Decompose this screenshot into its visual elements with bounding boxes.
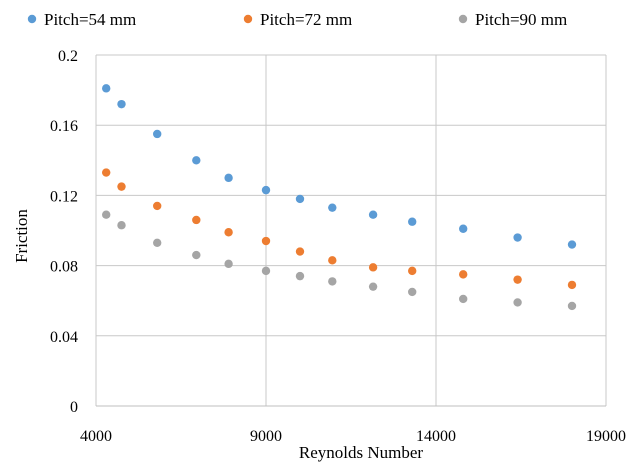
data-point	[261, 236, 271, 246]
data-point	[117, 182, 126, 191]
data-point	[567, 280, 577, 290]
data-point	[153, 201, 162, 211]
data-point	[513, 298, 522, 307]
x-tick-label: 19000	[586, 428, 626, 445]
x-tick-label: 14000	[416, 428, 456, 445]
legend-label: Pitch=72 mm	[260, 10, 352, 29]
y-axis-title: Friction	[12, 209, 31, 263]
y-tick-label: 0.12	[50, 188, 78, 205]
data-point	[102, 210, 111, 219]
data-point	[368, 282, 378, 291]
x-tick-label: 4000	[80, 428, 112, 445]
data-point	[459, 270, 468, 279]
data-point	[513, 233, 522, 242]
legend-marker	[27, 14, 37, 24]
data-point	[192, 250, 201, 260]
data-point	[224, 173, 233, 183]
data-point	[117, 99, 126, 109]
series-2	[102, 168, 577, 290]
data-point	[224, 228, 233, 237]
data-point	[513, 275, 522, 284]
grid-lines	[95, 54, 607, 407]
y-tick-label: 0.2	[58, 48, 78, 65]
data-point	[408, 217, 417, 226]
legend-entry: Pitch=54 mm	[27, 10, 136, 29]
y-tick-label: 0.08	[50, 259, 78, 276]
x-tick-label: 9000	[250, 428, 282, 445]
legend-label: Pitch=90 mm	[475, 10, 567, 29]
data-point	[153, 129, 162, 139]
data-point	[368, 210, 378, 219]
data-point	[567, 240, 577, 249]
data-point	[295, 271, 305, 281]
data-point	[328, 256, 337, 265]
data-point	[102, 84, 111, 93]
data-points	[102, 84, 577, 311]
legend: Pitch=54 mm Pitch=72 mm Pitch=90 mm	[27, 10, 567, 29]
data-point	[368, 263, 378, 272]
data-point	[117, 221, 126, 230]
legend-label: Pitch=54 mm	[44, 10, 136, 29]
y-tick-label: 0	[70, 399, 78, 416]
x-axis-title: Reynolds Number	[299, 443, 424, 462]
x-axis-tick-labels: 4000 9000 14000 19000	[80, 428, 626, 445]
data-point	[224, 259, 233, 269]
legend-marker	[243, 14, 253, 24]
data-point	[459, 224, 468, 233]
data-point	[408, 266, 417, 276]
data-point	[102, 168, 111, 177]
series-1	[102, 84, 577, 249]
series-3	[102, 210, 577, 311]
legend-entry: Pitch=72 mm	[243, 10, 352, 29]
y-tick-label: 0.16	[50, 118, 78, 135]
data-point	[567, 301, 577, 311]
data-point	[192, 156, 201, 165]
legend-marker	[458, 14, 468, 24]
data-point	[295, 247, 305, 256]
data-point	[153, 238, 162, 247]
data-point	[328, 203, 337, 212]
data-point	[261, 185, 271, 195]
y-axis-tick-labels: 0 0.04 0.08 0.12 0.16 0.2	[50, 48, 78, 416]
data-point	[459, 294, 468, 304]
data-point	[192, 215, 201, 225]
y-tick-label: 0.04	[50, 329, 78, 346]
data-point	[328, 277, 337, 286]
legend-entry: Pitch=90 mm	[458, 10, 567, 29]
data-point	[408, 287, 417, 297]
data-point	[261, 266, 271, 276]
data-point	[295, 194, 305, 204]
